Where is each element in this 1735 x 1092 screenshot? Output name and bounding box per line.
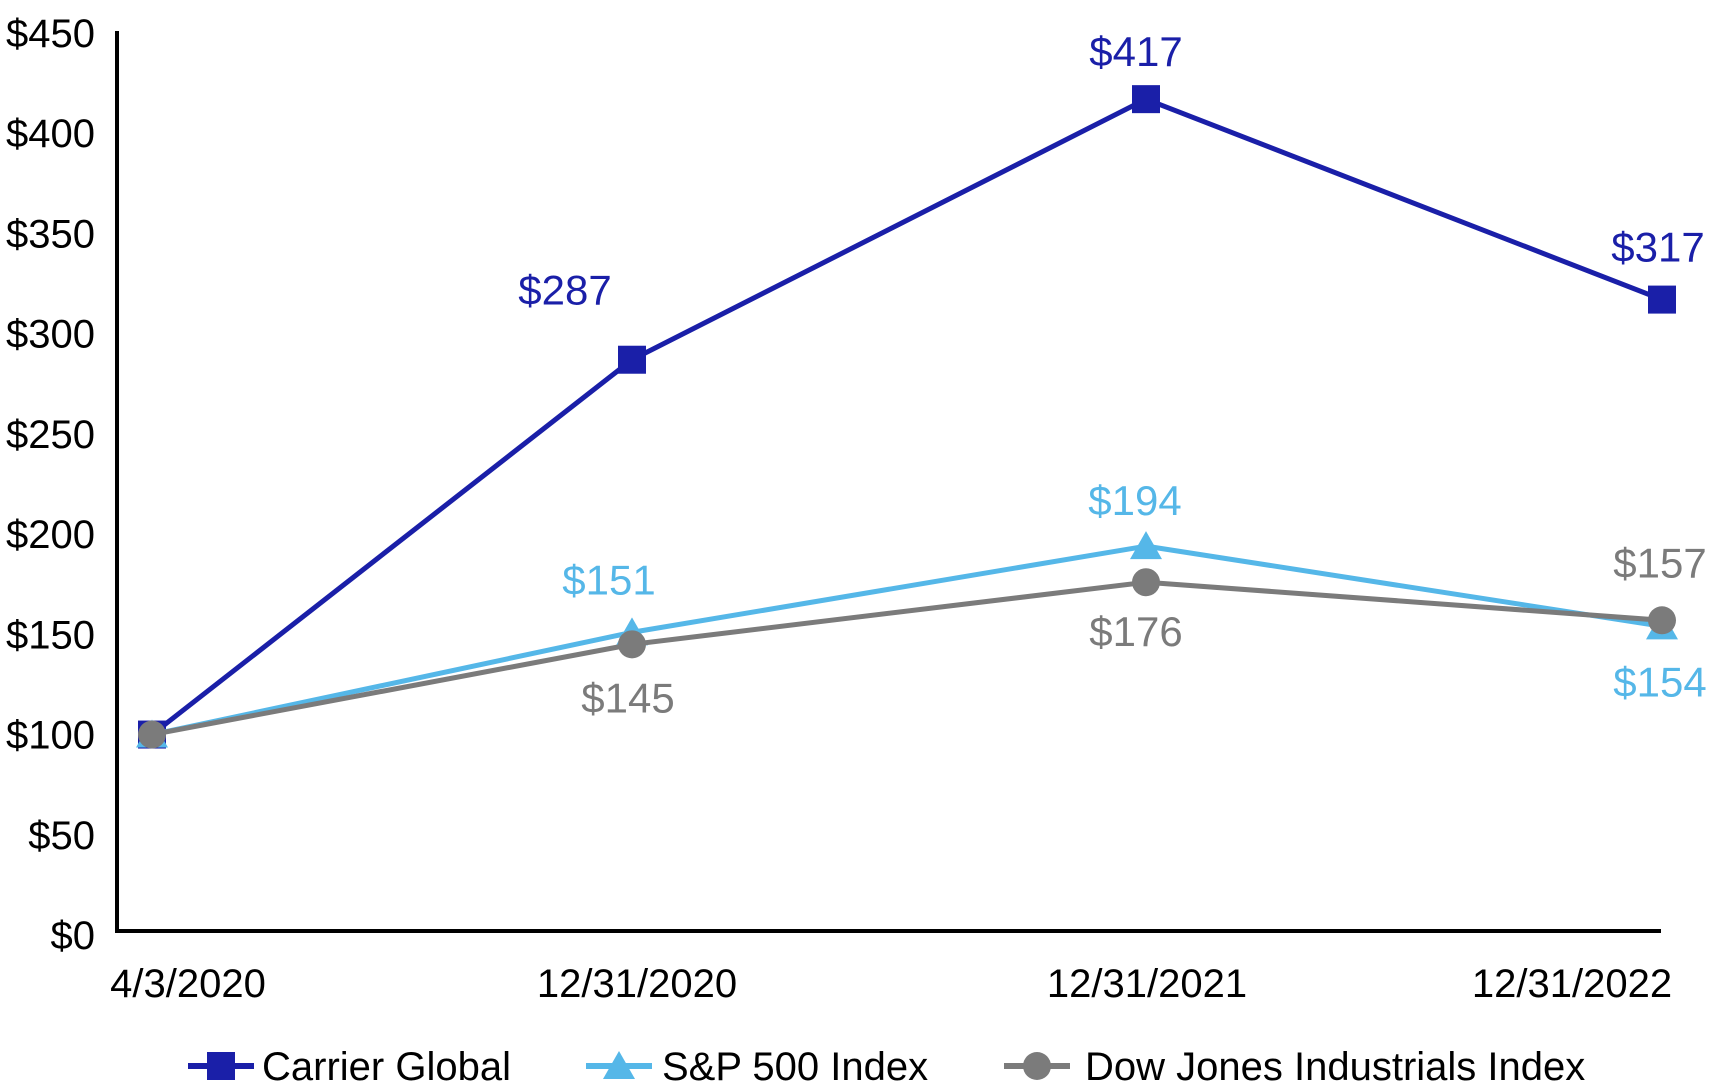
y-tick-label: $200 xyxy=(6,513,95,557)
circle-marker xyxy=(1132,568,1160,597)
legend-square-icon xyxy=(207,1052,235,1080)
data-label: $194 xyxy=(1088,477,1181,524)
data-label: $157 xyxy=(1613,539,1706,586)
legend-label: S&P 500 Index xyxy=(662,1045,928,1089)
series-line xyxy=(151,579,1663,738)
data-label: $417 xyxy=(1089,28,1182,75)
square-marker xyxy=(1132,85,1160,114)
circle-marker xyxy=(138,720,166,749)
data-label: $176 xyxy=(1089,608,1182,655)
data-label: $154 xyxy=(1613,658,1706,705)
series-line xyxy=(151,543,1663,738)
y-tick-label: $450 xyxy=(6,12,95,56)
y-tick-label: $250 xyxy=(6,413,95,457)
x-tick-label: 12/31/2020 xyxy=(537,962,737,1006)
series-dow-jones-industrials-index: $145 $176 $157 xyxy=(138,539,1707,749)
y-tick-label: $0 xyxy=(51,914,96,958)
data-label: $151 xyxy=(562,556,655,603)
legend-item-dow-jones-industrials-index: Dow Jones Industrials Index xyxy=(1004,1045,1585,1089)
y-tick-label: $150 xyxy=(6,613,95,657)
legend-circle-icon xyxy=(1023,1052,1051,1080)
circle-marker xyxy=(618,630,646,659)
legend-item-s-p-500-index: S&P 500 Index xyxy=(586,1045,928,1089)
legend-item-carrier-global: Carrier Global xyxy=(188,1045,511,1089)
data-label: $287 xyxy=(518,267,611,314)
x-tick-label: 4/3/2020 xyxy=(110,962,266,1006)
series-line xyxy=(150,96,1663,737)
y-tick-label: $50 xyxy=(28,814,95,858)
legend-label: Dow Jones Industrials Index xyxy=(1085,1045,1585,1089)
square-marker xyxy=(618,345,646,374)
y-tick-label: $100 xyxy=(6,714,95,758)
circle-marker xyxy=(1648,606,1676,635)
data-label: $145 xyxy=(581,674,674,721)
series-carrier-global: $287 $417 $317 xyxy=(138,28,1705,749)
y-tick-label: $350 xyxy=(6,212,95,256)
x-tick-label: 12/31/2021 xyxy=(1047,962,1247,1006)
y-tick-label: $300 xyxy=(6,313,95,357)
square-marker xyxy=(1648,285,1676,314)
series-s-p-500-index: $151 $194 $154 xyxy=(136,477,1707,748)
y-tick-label: $400 xyxy=(6,112,95,156)
triangle-marker xyxy=(1130,531,1162,560)
legend-triangle-icon xyxy=(603,1051,635,1079)
legend-label: Carrier Global xyxy=(262,1045,511,1089)
legend: Carrier Global S&P 500 Index Dow Jones Ind… xyxy=(188,1045,1585,1089)
data-label: $317 xyxy=(1611,224,1704,271)
x-tick-label: 12/31/2022 xyxy=(1472,962,1672,1006)
